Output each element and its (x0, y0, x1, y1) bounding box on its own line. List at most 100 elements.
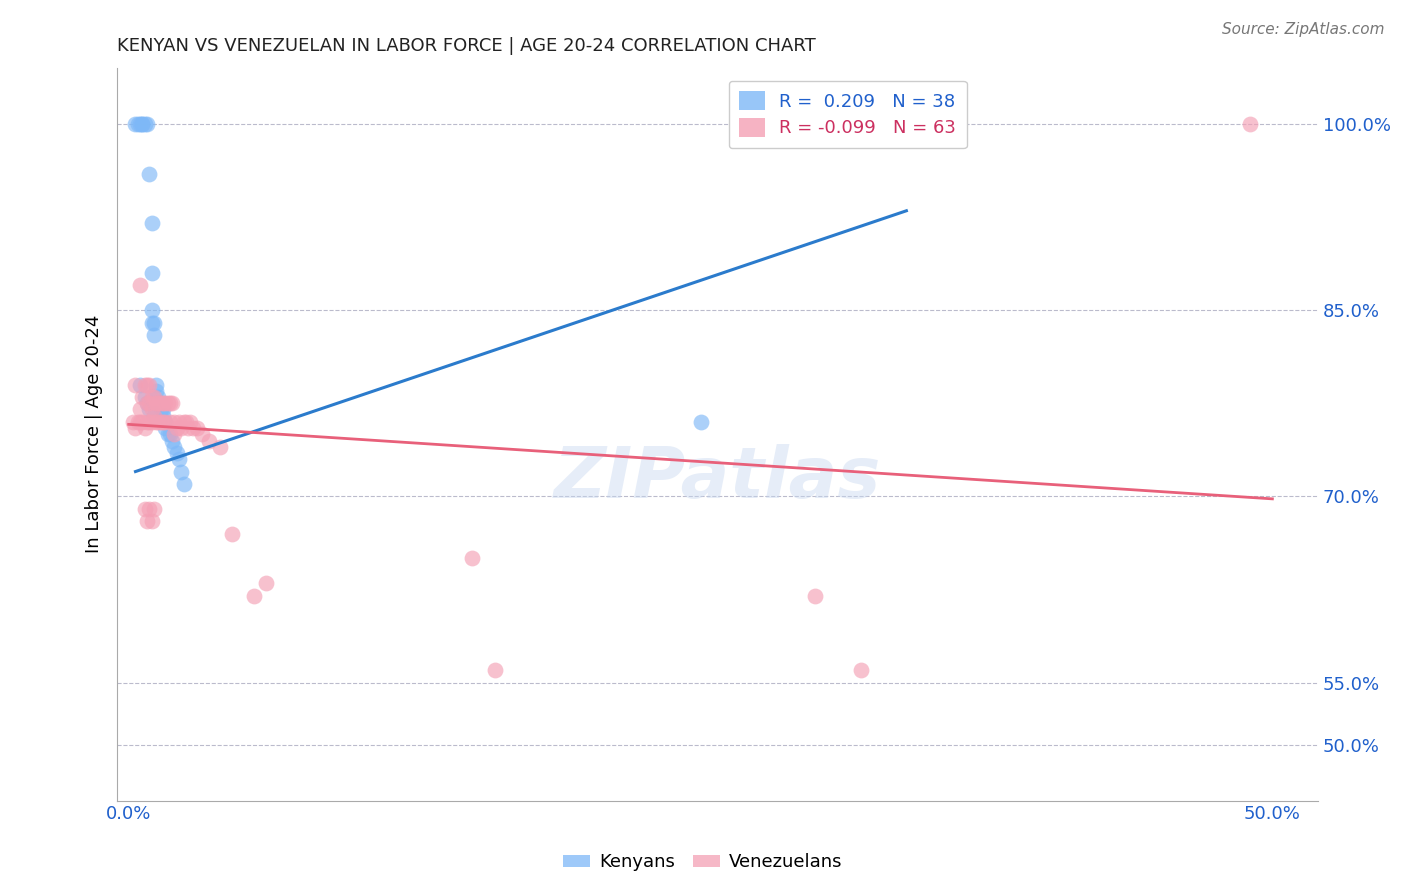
Point (142, 390, 165, 404)
Point (186, 421, 208, 435)
Legend: R =  0.209   N = 38, R = -0.099   N = 63: R = 0.209 N = 38, R = -0.099 N = 63 (728, 80, 967, 148)
Point (170, 421, 193, 435)
Point (142, 316, 165, 330)
Point (138, 402, 160, 417)
Point (170, 465, 193, 479)
Point (124, 421, 146, 435)
Point (135, 396, 157, 410)
Point (134, 117, 156, 131)
Point (141, 266, 163, 280)
Point (141, 303, 163, 318)
Point (148, 415, 170, 429)
Point (129, 278, 152, 293)
Point (155, 421, 177, 435)
Point (141, 316, 163, 330)
Point (148, 396, 170, 410)
Point (160, 396, 183, 410)
Point (134, 421, 156, 435)
Point (149, 415, 172, 429)
Point (135, 396, 157, 410)
Point (124, 117, 146, 131)
Point (122, 415, 145, 429)
Point (141, 390, 163, 404)
Text: KENYAN VS VENEZUELAN IN LABOR FORCE | AGE 20-24 CORRELATION CHART: KENYAN VS VENEZUELAN IN LABOR FORCE | AG… (117, 37, 815, 55)
Point (152, 402, 174, 417)
Point (135, 377, 157, 392)
Point (163, 415, 186, 429)
Point (131, 117, 153, 131)
Point (142, 409, 165, 423)
Point (131, 117, 153, 131)
Point (138, 396, 160, 410)
Point (173, 477, 195, 491)
Point (166, 421, 188, 435)
Point (484, 663, 506, 677)
Point (152, 415, 174, 429)
Point (134, 377, 156, 392)
Point (148, 396, 170, 410)
Point (141, 514, 163, 528)
Point (849, 663, 872, 677)
Point (181, 421, 204, 435)
Point (129, 117, 152, 131)
Point (135, 415, 157, 429)
Point (689, 415, 711, 429)
Point (152, 396, 174, 410)
Point (254, 576, 277, 591)
Point (138, 167, 160, 181)
Point (155, 415, 177, 429)
Point (135, 117, 157, 131)
Point (127, 117, 149, 131)
Point (142, 409, 165, 423)
Point (141, 216, 163, 230)
Point (166, 446, 188, 460)
Point (138, 501, 160, 516)
Point (138, 415, 160, 429)
Point (145, 396, 167, 410)
Point (149, 396, 172, 410)
Point (155, 415, 177, 429)
Point (148, 390, 170, 404)
Point (145, 377, 167, 392)
Legend: Kenyans, Venezuelans: Kenyans, Venezuelans (555, 847, 851, 879)
Point (173, 415, 195, 429)
Point (155, 396, 177, 410)
Point (149, 396, 172, 410)
Point (160, 434, 183, 448)
Point (156, 396, 179, 410)
Point (209, 440, 232, 454)
Point (138, 377, 160, 392)
Text: ZIPatlas: ZIPatlas (554, 443, 882, 513)
Point (167, 452, 190, 467)
Point (159, 427, 181, 442)
Point (461, 551, 484, 566)
Point (141, 415, 163, 429)
Point (142, 501, 165, 516)
Y-axis label: In Labor Force | Age 20-24: In Labor Force | Age 20-24 (86, 315, 103, 553)
Point (129, 377, 152, 392)
Point (163, 427, 186, 442)
Point (167, 415, 190, 429)
Point (142, 328, 165, 343)
Point (243, 589, 266, 603)
Point (174, 415, 197, 429)
Point (159, 396, 181, 410)
Point (145, 384, 167, 398)
Point (134, 501, 156, 516)
Point (159, 415, 181, 429)
Point (129, 415, 152, 429)
Point (124, 377, 146, 392)
Point (177, 421, 200, 435)
Point (134, 390, 156, 404)
Point (1239, 117, 1261, 131)
Point (163, 440, 186, 454)
Point (156, 427, 179, 442)
Point (152, 409, 174, 423)
Point (221, 526, 243, 541)
Point (197, 434, 219, 448)
Point (191, 427, 214, 442)
Point (145, 415, 167, 429)
Text: Source: ZipAtlas.com: Source: ZipAtlas.com (1222, 22, 1385, 37)
Point (135, 514, 157, 528)
Point (129, 402, 152, 417)
